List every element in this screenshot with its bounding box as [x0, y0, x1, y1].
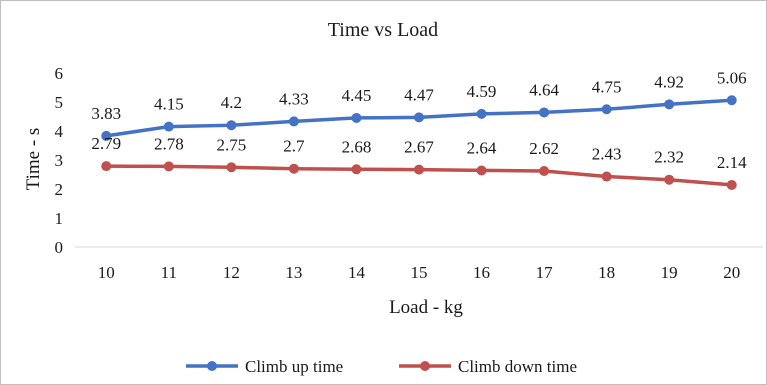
- series-0-data-label: 4.33: [279, 89, 309, 108]
- y-tick-label: 2: [55, 180, 64, 199]
- legend-label-climb-down: Climb down time: [458, 357, 577, 376]
- legend-label-climb-up: Climb up time: [245, 357, 343, 376]
- x-tick-label: 11: [161, 263, 177, 282]
- series-0-point: [726, 95, 737, 106]
- x-tick-label: 19: [661, 263, 678, 282]
- series-1-data-label: 2.78: [154, 134, 184, 153]
- series-0-data-label: 5.06: [717, 68, 747, 87]
- x-axis-label: Load - kg: [389, 297, 463, 318]
- series-1-point: [664, 174, 675, 185]
- series-1-data-label: 2.68: [342, 137, 372, 156]
- series-1-data-label: 2.7: [283, 137, 305, 156]
- series-0-point: [226, 120, 237, 131]
- series-0-data-label: 3.83: [91, 104, 121, 123]
- x-tick-label: 16: [473, 263, 490, 282]
- series-1-point: [101, 161, 112, 172]
- series-0-data-label: 4.92: [654, 72, 684, 91]
- series-1-point: [726, 179, 737, 190]
- series-1-point: [351, 164, 362, 175]
- series-0-point: [101, 130, 112, 141]
- chart-title: Time vs Load: [328, 19, 438, 41]
- series-0-data-label: 4.15: [154, 95, 184, 114]
- series-1-data-label: 2.67: [404, 138, 434, 157]
- y-axis-ticks: 0 1 2 3 4 5 6: [55, 64, 64, 257]
- x-tick-label: 14: [348, 263, 366, 282]
- legend-marker-climb-down: [420, 361, 430, 371]
- y-tick-label: 5: [55, 93, 64, 112]
- y-tick-label: 6: [55, 64, 64, 83]
- series-1-point: [539, 166, 550, 177]
- series-1-point: [288, 163, 299, 174]
- x-tick-label: 18: [598, 263, 615, 282]
- legend: Climb up time Climb down time: [186, 357, 577, 376]
- series-layer: [101, 95, 737, 190]
- x-tick-label: 17: [536, 263, 554, 282]
- series-0-point: [288, 116, 299, 127]
- x-tick-label: 13: [285, 263, 302, 282]
- series-0-data-label: 4.59: [467, 82, 497, 101]
- series-0-point: [351, 112, 362, 123]
- series-1-data-label: 2.75: [216, 135, 246, 154]
- series-0-point: [601, 104, 612, 115]
- series-0-data-label: 4.75: [592, 77, 622, 96]
- series-0-point: [476, 108, 487, 119]
- y-axis-label: Time - s: [23, 128, 44, 191]
- x-tick-label: 12: [223, 263, 240, 282]
- series-1-data-label: 2.64: [467, 138, 497, 157]
- series-1-point: [414, 164, 424, 175]
- x-axis-ticks: 10 11 12 13 14 15 16 17 18 19 20: [98, 263, 740, 282]
- series-1-data-label: 2.62: [529, 139, 559, 158]
- series-1-data-label: 2.43: [592, 145, 622, 164]
- y-tick-label: 3: [55, 151, 64, 170]
- series-1-data-label: 2.32: [654, 148, 684, 167]
- series-1-point: [476, 165, 487, 176]
- legend-item-climb-down: Climb down time: [399, 357, 577, 376]
- series-0-data-label: 4.45: [342, 86, 372, 105]
- y-tick-label: 0: [55, 238, 64, 257]
- x-tick-label: 20: [723, 263, 740, 282]
- series-0-data-label: 4.2: [221, 93, 242, 112]
- x-tick-label: 15: [411, 263, 428, 282]
- legend-marker-climb-up: [207, 361, 217, 371]
- x-tick-label: 10: [98, 263, 115, 282]
- y-tick-label: 4: [55, 122, 64, 141]
- y-tick-label: 1: [55, 209, 64, 228]
- series-1-data-label: 2.14: [717, 153, 747, 172]
- series-1-point: [226, 162, 237, 173]
- series-0-point: [539, 107, 550, 118]
- series-0-point: [664, 99, 675, 110]
- legend-item-climb-up: Climb up time: [186, 357, 343, 376]
- data-labels-layer: 3.83 4.15 4.2 4.33 4.45 4.47 4.59 4.64 4.75 4.92 5…: [91, 68, 747, 172]
- series-1-data-label: 2.79: [91, 134, 121, 153]
- series-0-data-label: 4.47: [404, 85, 434, 104]
- series-1-point: [601, 171, 612, 182]
- series-0-point: [163, 121, 174, 132]
- series-0-data-label: 4.64: [529, 80, 559, 99]
- series-1-point: [163, 161, 174, 172]
- series-0-point: [414, 112, 424, 123]
